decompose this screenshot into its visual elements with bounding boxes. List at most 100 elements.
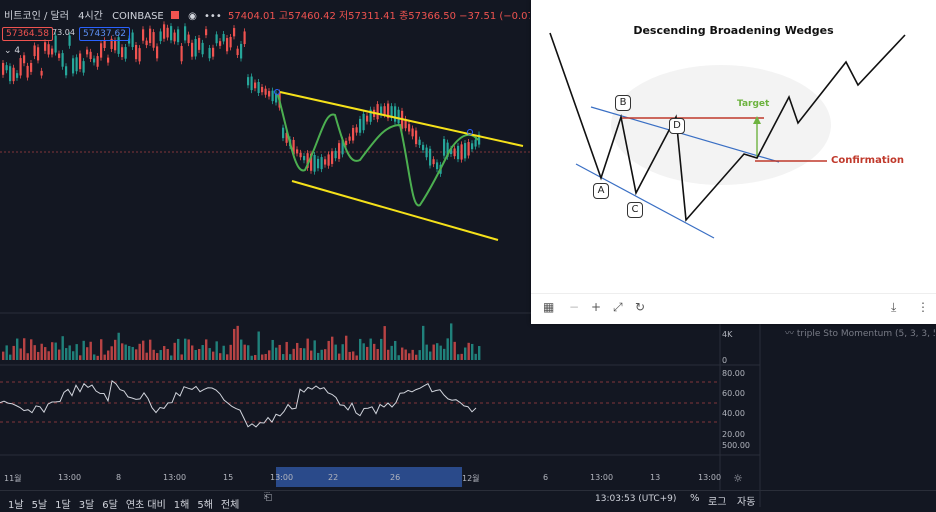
- volume-bar: [93, 354, 96, 360]
- indicator-collapse-toggle[interactable]: ⌄ 4: [4, 46, 20, 56]
- candle-body: [138, 48, 141, 62]
- timeframe-button[interactable]: 1날: [8, 500, 24, 511]
- point-label-d: D: [669, 118, 685, 134]
- candle-body: [338, 143, 341, 159]
- candle-body: [334, 150, 337, 159]
- volume-bar: [320, 349, 323, 360]
- volume-bar: [355, 355, 358, 360]
- candle-body: [54, 35, 57, 53]
- more-icon[interactable]: •••: [204, 11, 222, 22]
- volume-bar: [264, 353, 267, 360]
- grid-icon[interactable]: ▦: [543, 300, 555, 314]
- symbol-name[interactable]: 비트코인 / 달러: [4, 11, 69, 22]
- timeframe-button[interactable]: 3달: [78, 500, 95, 511]
- wedge-anchor-point[interactable]: [467, 129, 473, 135]
- wedge-lower-line[interactable]: [291, 180, 499, 241]
- candle-body: [145, 40, 148, 46]
- volume-bar: [401, 347, 404, 360]
- log-toggle[interactable]: 로그: [708, 497, 727, 508]
- rotate-icon[interactable]: ↻: [635, 300, 646, 314]
- zoom-in-icon[interactable]: +: [591, 300, 602, 314]
- eye-icon[interactable]: ◉: [188, 11, 197, 22]
- wedge-anchor-point[interactable]: [274, 89, 280, 95]
- timeframe-button[interactable]: 6달: [102, 500, 118, 511]
- volume-bar: [387, 349, 390, 360]
- candle-body: [2, 62, 5, 75]
- more-vertical-icon[interactable]: ⋮: [917, 300, 929, 314]
- bottom-toolbar: [0, 490, 936, 508]
- percent-toggle[interactable]: %: [690, 493, 700, 504]
- auto-toggle[interactable]: 자동: [737, 497, 756, 508]
- volume-bar: [229, 344, 232, 360]
- timeframe-button[interactable]: 연초 대비: [125, 500, 166, 511]
- interval-label[interactable]: 4시간: [78, 11, 103, 22]
- volume-bar: [292, 348, 295, 360]
- clock-display[interactable]: 13:03:53 (UTC+9): [595, 494, 677, 504]
- candle-body: [110, 38, 113, 49]
- volume-bar: [411, 349, 414, 360]
- volume-bar: [121, 343, 124, 360]
- time-axis-label: 11월: [4, 474, 22, 483]
- candle-body: [306, 153, 309, 168]
- wedge-upper-line[interactable]: [279, 91, 524, 147]
- candle-body: [117, 37, 120, 54]
- point-label-b: B: [615, 95, 631, 111]
- timeframe-button[interactable]: 5날: [31, 500, 48, 511]
- volume-bar: [219, 353, 222, 360]
- diagram-title: Descending Broadening Wedges: [633, 24, 834, 37]
- indicator-legend[interactable]: 〰 triple Sto Momentum (5, 3, 3, 5: [785, 326, 935, 339]
- candle-body: [58, 53, 61, 58]
- candle-body: [163, 24, 166, 39]
- watermark-shape: [611, 65, 831, 185]
- candle-body: [415, 130, 418, 145]
- volume-bar: [383, 326, 386, 360]
- candle-body: [72, 58, 75, 74]
- volume-bar: [446, 338, 449, 360]
- volume-bar: [173, 342, 176, 360]
- candle-body: [86, 49, 89, 55]
- volume-bar: [404, 349, 407, 360]
- expand-icon[interactable]: ⤢: [613, 300, 623, 314]
- timeframe-button[interactable]: 5해: [197, 500, 213, 511]
- timeframe-button[interactable]: 1달: [55, 500, 71, 511]
- candlestick-series: [2, 21, 481, 177]
- volume-bar: [313, 340, 316, 360]
- download-icon[interactable]: ⤓: [891, 300, 897, 314]
- bid-price-box[interactable]: 57364.58: [2, 27, 53, 41]
- candle-body: [226, 38, 229, 52]
- time-axis-label: 15: [223, 473, 234, 482]
- volume-bar: [432, 344, 435, 360]
- volume-bar: [149, 339, 152, 360]
- candle-body: [37, 47, 40, 61]
- candle-body: [205, 29, 208, 36]
- volume-series: [2, 323, 481, 360]
- osc-axis-label: 40.00: [722, 409, 745, 418]
- candle-body: [191, 42, 194, 57]
- timeline-selection-highlight[interactable]: [276, 467, 462, 487]
- timeframe-button[interactable]: 전체: [220, 500, 240, 511]
- osc-axis-label: 500.00: [722, 441, 750, 450]
- candle-body: [107, 57, 110, 63]
- volume-bar: [271, 339, 274, 360]
- timeframe-button[interactable]: 1해: [173, 500, 190, 511]
- volume-bar: [30, 339, 33, 360]
- zoom-out-icon[interactable]: −: [569, 300, 580, 314]
- volume-bar: [439, 345, 442, 360]
- volume-bar: [429, 351, 432, 360]
- volume-bar: [138, 343, 141, 360]
- gear-icon[interactable]: ☼: [733, 472, 743, 485]
- volume-bar: [422, 325, 425, 360]
- volume-bar: [289, 354, 292, 360]
- date-range-icon[interactable]: ⎗: [264, 492, 272, 503]
- candle-body: [352, 127, 355, 141]
- candle-body: [380, 106, 383, 115]
- candle-body: [404, 118, 407, 129]
- volume-bar: [187, 339, 190, 360]
- candle-body: [9, 66, 12, 82]
- ask-price-box[interactable]: 57437.62: [79, 27, 130, 41]
- candle-body: [30, 62, 33, 72]
- candle-body: [240, 43, 243, 59]
- candle-body: [65, 66, 68, 76]
- candle-body: [425, 147, 428, 158]
